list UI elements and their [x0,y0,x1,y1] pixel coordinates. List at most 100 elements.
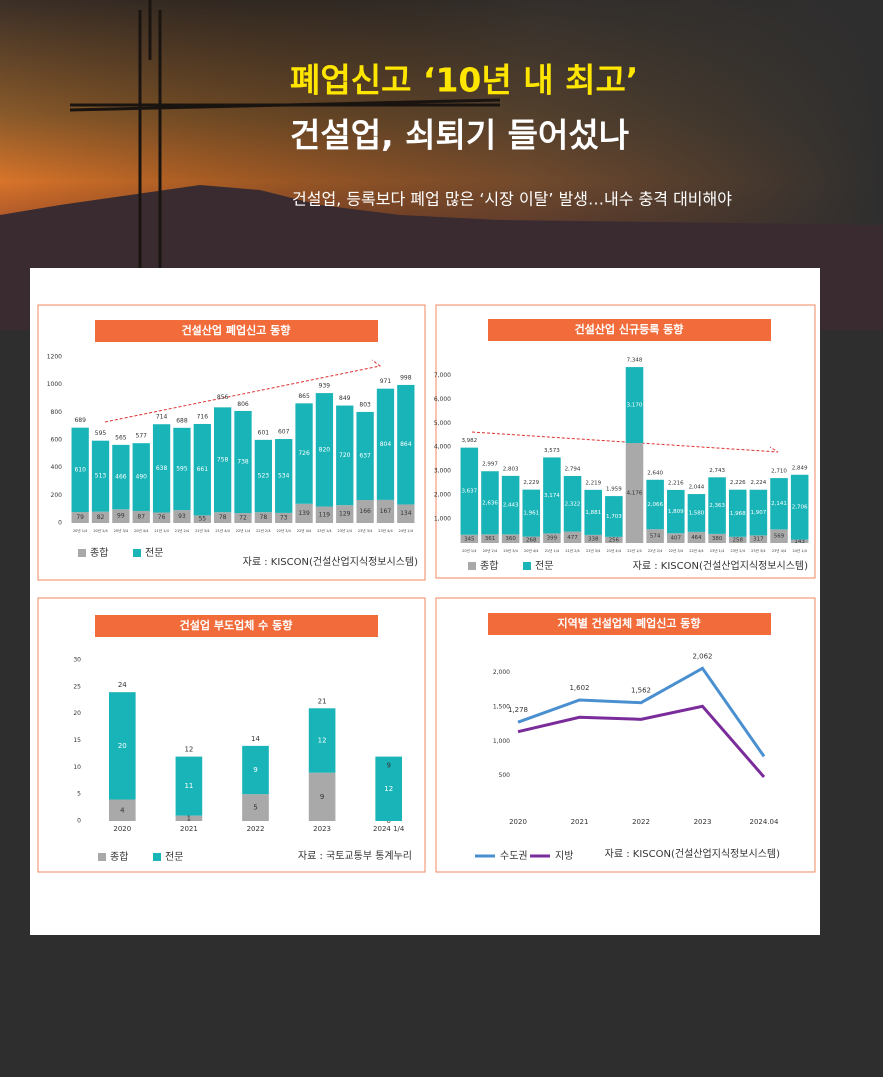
value-label: 4,176 [627,490,643,496]
total-label: 689 [74,417,86,424]
legend-label: 종합 [480,560,498,572]
bar-segment [336,405,354,506]
total-label: 939 [319,383,331,390]
subtitle: 건설업, 등록보다 폐업 많은 ‘시장 이탈’ 발생…내수 충격 대비해야 [292,190,732,209]
title-bar [95,615,378,637]
legend-swatch [153,853,161,861]
value-label: 2,706 [792,505,808,511]
bar-segment [522,536,541,543]
x-tick-label: 20년 4/4 [134,528,149,533]
bar-segment [173,510,191,523]
bar-segment [501,534,520,543]
value-label: 2,141 [771,501,787,507]
value-label: 4 [120,806,125,814]
value-label: 1 [187,814,191,822]
x-tick-label: 20년 1/4 [73,528,88,533]
value-label: 79 [76,514,84,521]
value-label: 139 [298,510,310,517]
bar-segment [749,489,768,536]
value-label: 574 [650,534,661,540]
value-label: 523 [258,473,270,480]
x-tick-label: 22년 1/4 [627,548,642,553]
trend-arrow [471,431,779,453]
bar-segment [646,529,664,543]
value-label: 738 [237,458,249,465]
y-tick-label: 5 [77,791,81,798]
value-label: 1,703 [606,514,622,520]
bar-segment [112,444,130,510]
legend-swatch [78,549,86,557]
value-label: 2,062 [692,652,712,660]
x-tick-label: 21년 1/4 [154,528,169,533]
total-label: 856 [217,394,229,401]
x-tick-label: 21년 2/4 [565,548,580,553]
bar-segment [667,489,685,534]
bar-segment [646,479,664,530]
value-label: 661 [197,466,209,473]
bar-segment [543,457,561,534]
bar-segment [770,529,788,543]
value-label: 12 [318,737,327,745]
y-tick-label: 600 [51,437,63,444]
value-label: 2,066 [647,502,663,508]
total-label: 803 [359,401,371,408]
total-label: 12 [184,746,193,754]
headline-2: 건설업, 쇠퇴기 들어섰나 [290,116,629,155]
bar-segment [175,756,203,816]
value-label: 268 [526,537,537,543]
bar-segment [605,536,623,543]
total-label: 2,216 [668,480,684,486]
value-label: 820 [319,446,331,453]
x-tick-label: 2022 [247,825,265,833]
bar-segment [522,489,541,537]
total-label: 971 [380,378,392,385]
total-label: 2,044 [689,485,705,491]
title-bar [488,613,771,635]
value-label: 143 [794,539,805,545]
bar-segment [91,440,110,512]
bar-segment [254,512,273,523]
total-label: 2,229 [523,480,539,486]
x-tick-label: 22년 3/4 [669,548,684,553]
bar-segment [112,509,130,523]
value-label: 1,580 [689,510,705,516]
chart-title: 지역별 건설업체 폐업신고 동향 [557,616,700,630]
x-tick-label: 22년 1/4 [236,528,251,533]
total-label: 3,573 [544,448,560,454]
line [517,704,766,779]
bar-segment [213,407,232,513]
bar-segment [152,424,171,513]
legend-label: 수도권 [500,850,528,862]
value-label: 466 [115,474,127,481]
bar-segment [315,393,334,507]
value-label: 11 [184,782,193,790]
y-tick-label: 800 [51,409,63,416]
bar-segment [481,471,499,535]
bar-segment [275,512,293,523]
value-label: 1,961 [523,511,539,517]
y-tick-label: 6,000 [434,396,451,403]
total-label: 998 [400,374,412,381]
chart-box [37,597,426,873]
bar-segment [242,745,269,795]
bar-segment [708,533,726,543]
line [517,666,766,758]
total-label: 2,849 [792,465,808,471]
bar-segment [376,388,395,500]
bar-segment [770,478,788,530]
value-label: 82 [97,514,105,521]
value-label: 134 [400,510,412,517]
y-tick-label: 30 [73,657,81,664]
x-tick-label: 23년 1/4 [317,528,332,533]
legend-label: 전문 [145,547,163,559]
x-tick-label: 23년 2/4 [338,528,353,533]
value-label: 258 [732,537,743,543]
value-label: 3,637 [461,489,477,495]
value-label: 9 [253,766,257,774]
y-tick-label: 25 [73,683,81,690]
chart-title: 건설산업 폐업신고 동향 [182,323,291,337]
total-label: 2,226 [730,480,746,486]
value-label: 76 [158,514,166,521]
x-tick-label: 21년 4/4 [607,548,622,553]
